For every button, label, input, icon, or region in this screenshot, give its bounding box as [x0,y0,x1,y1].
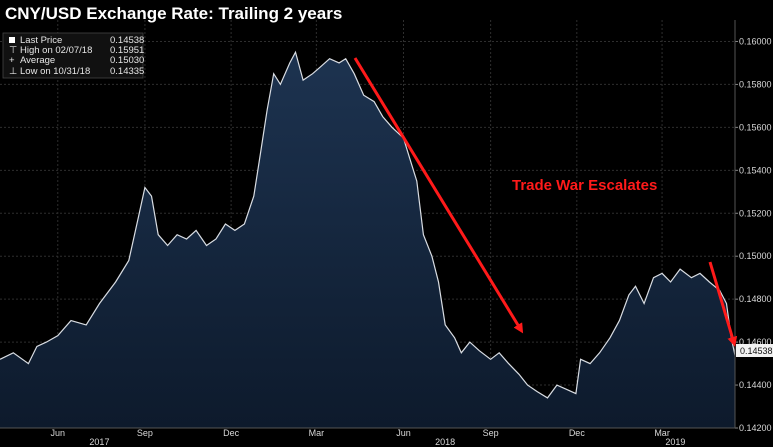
price-line [0,50,736,399]
y-tick-label: 0.14800 [739,294,772,304]
trade-war-arrow [353,57,524,334]
last-price-tag: 0.14538 [736,344,773,357]
price-area [0,52,735,428]
legend-average-label: Average [20,55,55,66]
average-marker-icon: + [9,55,15,66]
x-year-label: 2018 [435,437,455,447]
y-tick-label: 0.15200 [739,208,772,218]
x-tick-label: Jun [51,428,66,438]
high-marker-icon: ⊤ [9,45,17,56]
legend: Last Price 0.14538 ⊤ High on 02/07/18 0.… [2,32,144,79]
y-tick-label: 0.15800 [739,79,772,89]
chart-title: CNY/USD Exchange Rate: Trailing 2 years [5,4,343,23]
low-marker-icon: ⊥ [9,66,17,77]
y-tick-label: 0.15400 [739,165,772,175]
legend-last-price-value: 0.14538 [110,35,144,46]
y-tick-label: 0.15000 [739,251,772,261]
x-tick-label: Jun [396,428,411,438]
legend-high-value: 0.15951 [110,45,144,56]
x-year-label: 2017 [89,437,109,447]
legend-average-value: 0.15030 [110,55,144,66]
last-price-icon [9,37,15,43]
x-tick-label: Mar [309,428,325,438]
legend-box [2,32,144,79]
legend-high-label: High on 02/07/18 [20,45,92,56]
legend-low-label: Low on 10/31/18 [20,66,90,77]
x-tick-label: Mar [654,428,670,438]
y-tick-label: 0.14600 [739,337,772,347]
x-year-label: 2019 [665,437,685,447]
last-price-tag-box [736,344,773,357]
x-tick-label: Sep [483,428,499,438]
recent-drop-arrow [708,261,738,347]
y-axis: 0.14200 0.14400 0.14600 0.14800 0.15000 0.152… [735,36,772,433]
trade-war-annotation: Trade War Escalates [512,177,657,194]
y-tick-label: 0.15600 [739,122,772,132]
x-tick-label: Dec [569,428,586,438]
y-tick-label: 0.14400 [739,380,772,390]
last-price-tag-value: 0.14538 [740,346,773,356]
legend-low-value: 0.14335 [110,66,144,77]
x-tick-label: Dec [223,428,240,438]
legend-last-price-label: Last Price [20,35,62,46]
y-tick-label: 0.16000 [739,36,772,46]
x-tick-label: Sep [137,428,153,438]
y-tick-label: 0.14200 [739,423,772,433]
x-axis: Jun Sep Dec Mar Jun Sep Dec Mar 2017 2018 2019 [51,428,686,447]
